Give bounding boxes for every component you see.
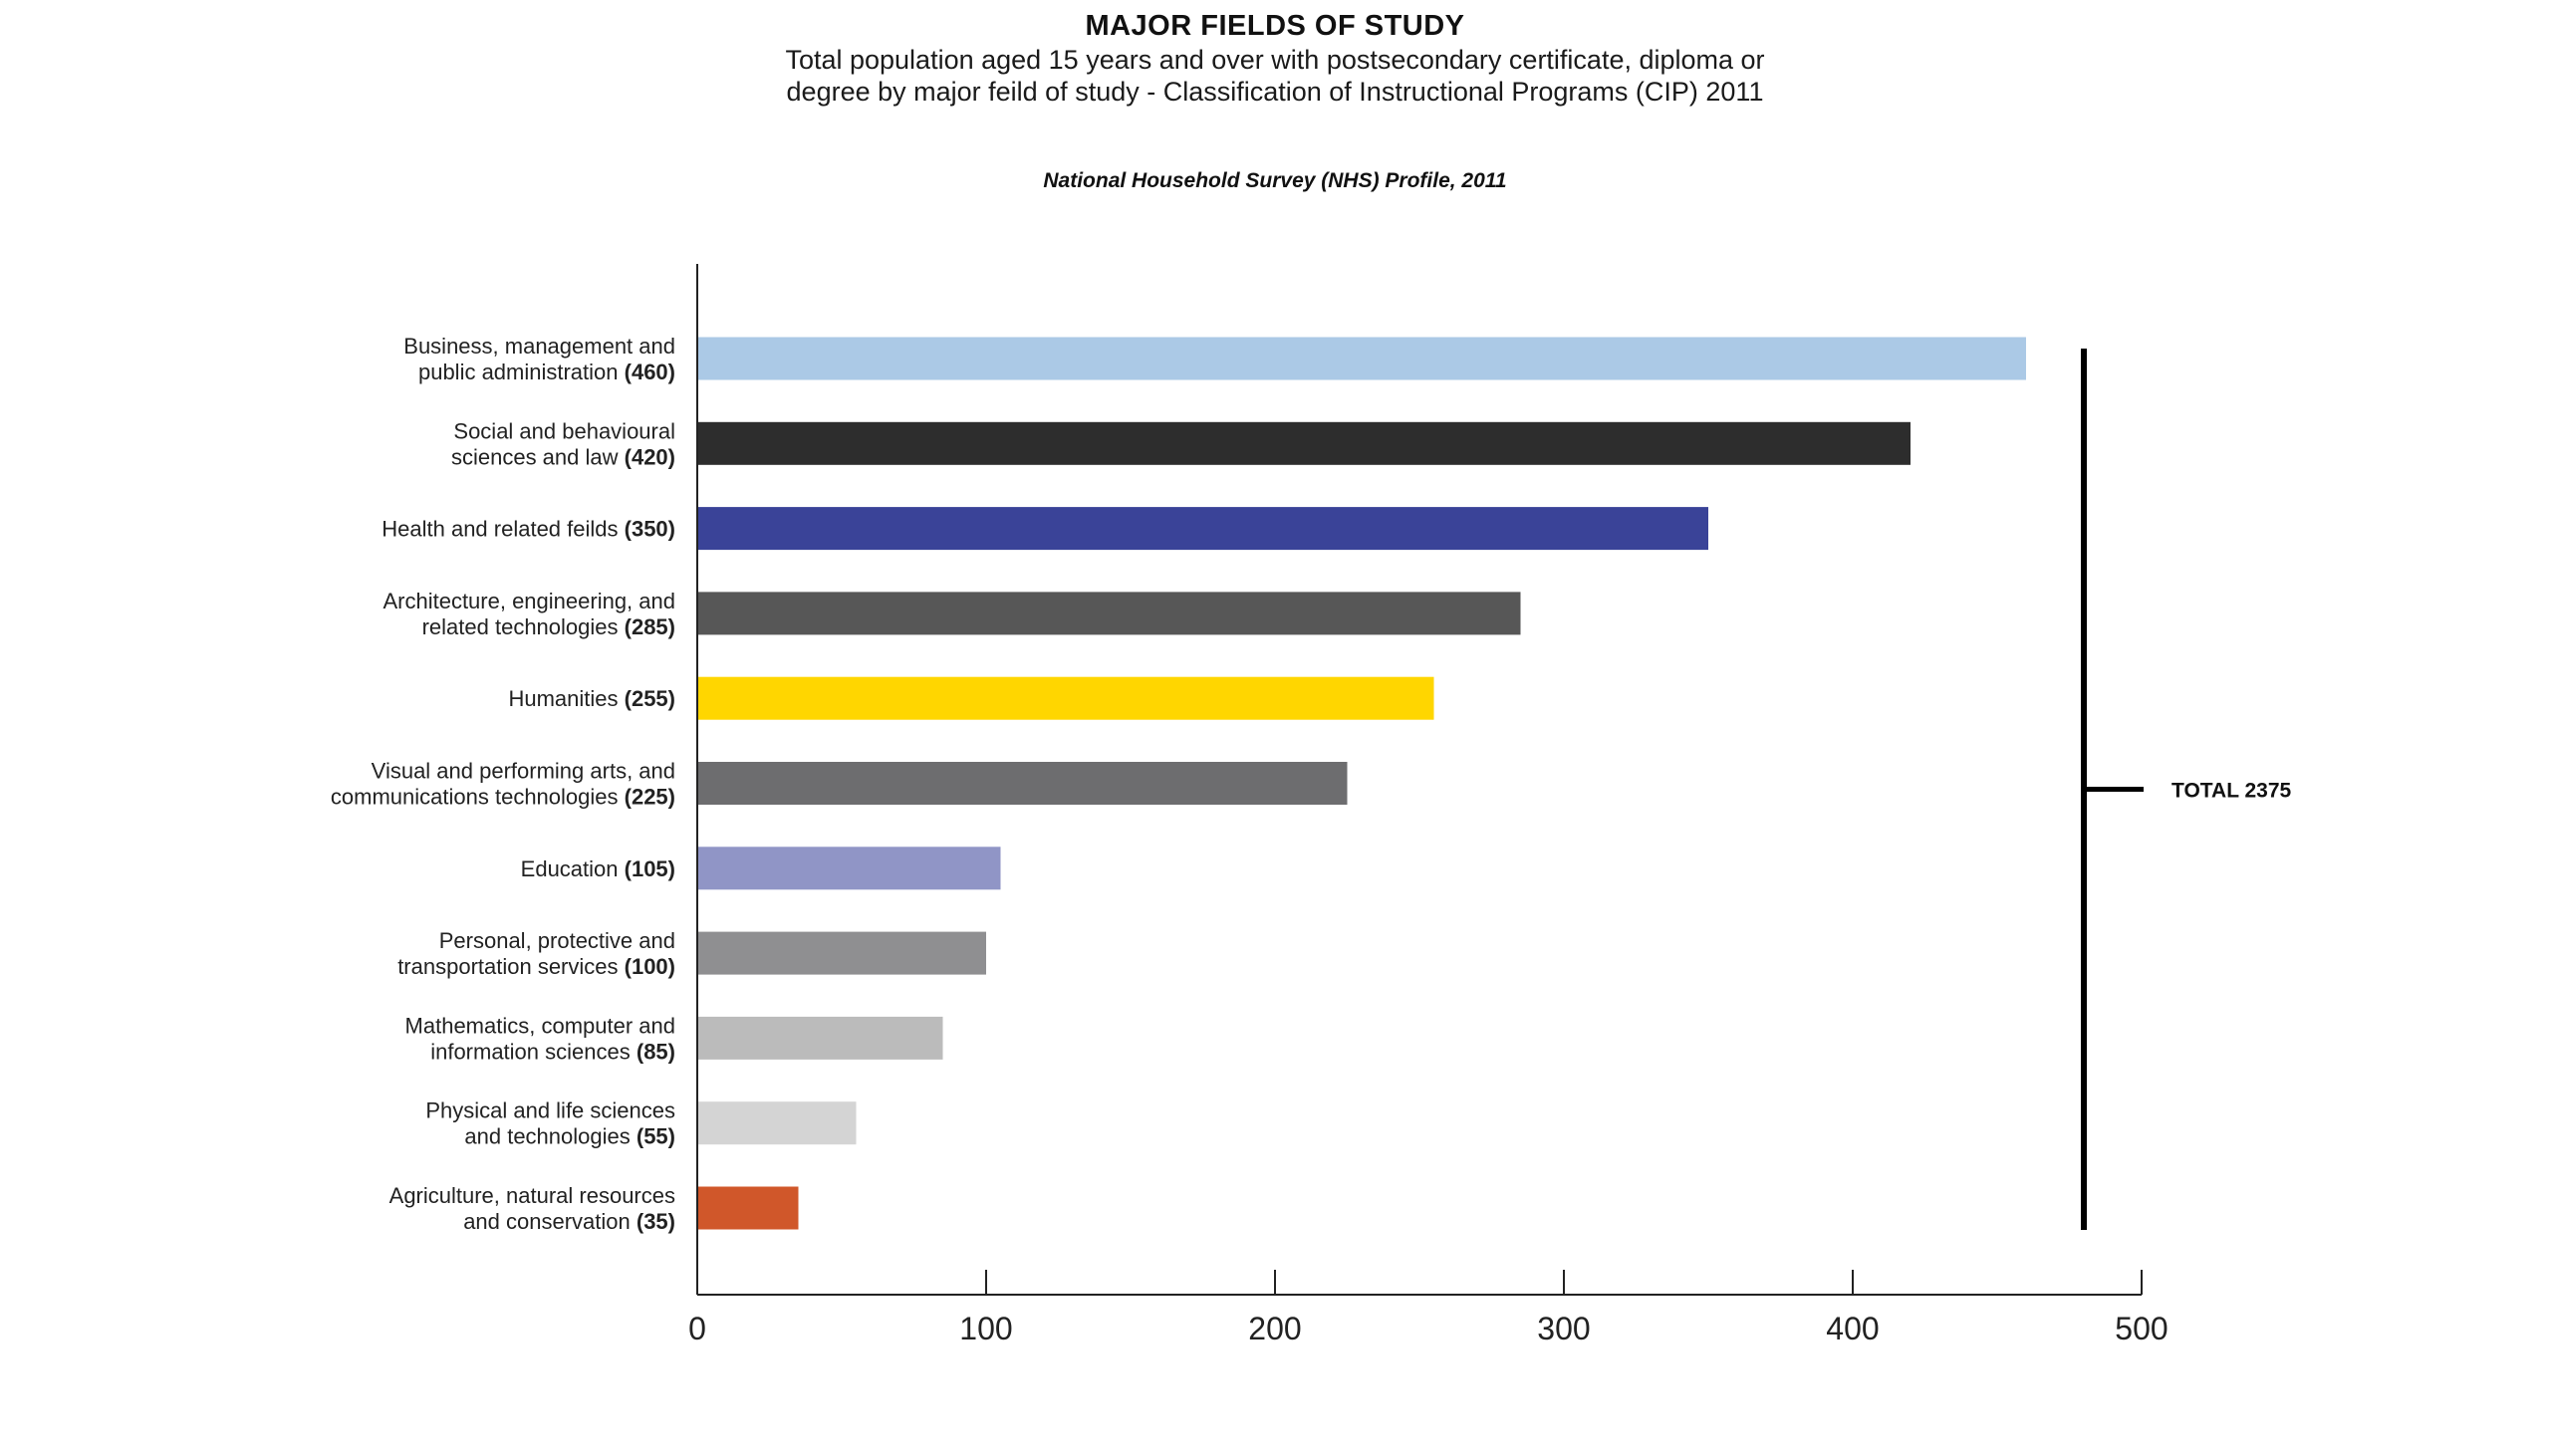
x-tick-label-4: 400 xyxy=(1826,1311,1879,1346)
chart-title: MAJOR FIELDS OF STUDY xyxy=(1085,10,1465,42)
category-label-0-1: public administration (460) xyxy=(418,360,675,384)
bar-4 xyxy=(697,676,1434,720)
bar-9 xyxy=(697,1101,857,1145)
category-label-8-1: information sciences (85) xyxy=(430,1039,675,1064)
bar-5 xyxy=(697,762,1348,805)
bars-layer xyxy=(697,337,2026,1230)
bar-6 xyxy=(697,847,1001,890)
bar-8 xyxy=(697,1016,943,1060)
value-label-9: (55) xyxy=(631,1124,675,1149)
category-label-9-0: Physical and life sciences xyxy=(425,1098,675,1123)
x-tick-label-1: 100 xyxy=(959,1311,1012,1346)
category-label-3-0: Architecture, engineering, and xyxy=(382,589,675,613)
category-label-7-0: Personal, protective and xyxy=(439,928,675,953)
value-label-3: (285) xyxy=(619,614,675,639)
value-label-1: (420) xyxy=(619,444,675,469)
bar-2 xyxy=(697,507,1708,551)
value-label-5: (225) xyxy=(619,785,675,810)
total-bracket: TOTAL 2375 xyxy=(2081,349,2292,1230)
x-tick-label-2: 200 xyxy=(1248,1311,1301,1346)
category-label-5-1: communications technologies (225) xyxy=(331,785,675,810)
bar-7 xyxy=(697,931,986,975)
category-label-3-1: related technologies (285) xyxy=(422,614,675,639)
category-label-10-0: Agriculture, natural resources xyxy=(389,1183,675,1208)
bar-0 xyxy=(697,337,2026,380)
category-label-9-1: and technologies (55) xyxy=(464,1124,675,1149)
bar-3 xyxy=(697,592,1521,635)
category-label-1-0: Social and behavioural xyxy=(453,418,675,443)
x-axis: 0 100 200 300 400 500 xyxy=(688,264,2168,1346)
total-label: TOTAL 2375 xyxy=(2171,780,2292,803)
category-label-1-1: sciences and law (420) xyxy=(451,444,675,469)
category-label-0-0: Business, management and xyxy=(403,334,675,359)
value-label-4: (255) xyxy=(619,686,675,711)
chart-source: National Household Survey (NHS) Profile,… xyxy=(1043,169,1507,192)
bar-1 xyxy=(697,421,1911,465)
category-label-2-0: Health and related feilds (350) xyxy=(382,517,675,542)
value-label-0: (460) xyxy=(619,360,675,384)
value-label-10: (35) xyxy=(631,1209,675,1234)
bar-10 xyxy=(697,1186,799,1230)
category-label-6-0: Education (105) xyxy=(521,856,675,881)
x-tick-label-0: 0 xyxy=(688,1311,706,1346)
category-label-4-0: Humanities (255) xyxy=(508,686,675,711)
category-label-7-1: transportation services (100) xyxy=(397,954,675,979)
category-label-8-0: Mathematics, computer and xyxy=(405,1013,675,1038)
value-label-7: (100) xyxy=(619,954,675,979)
category-label-5-0: Visual and performing arts, and xyxy=(372,759,675,784)
category-label-10-1: and conservation (35) xyxy=(463,1209,675,1234)
x-tick-label-3: 300 xyxy=(1537,1311,1590,1346)
x-tick-label-5: 500 xyxy=(2115,1311,2168,1346)
chart-subtitle: Total population aged 15 years and over … xyxy=(785,45,1765,107)
value-label-8: (85) xyxy=(631,1039,675,1064)
value-label-6: (105) xyxy=(619,856,675,881)
value-label-2: (350) xyxy=(619,517,675,542)
